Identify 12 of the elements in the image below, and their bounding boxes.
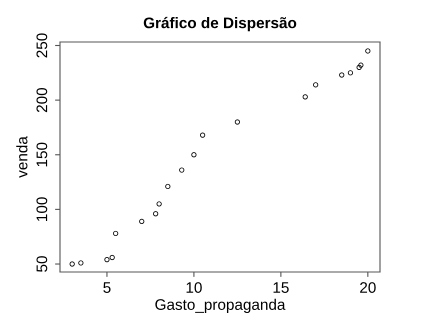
x-tick-label: 15	[274, 282, 289, 293]
y-axis-title: venda	[16, 136, 28, 178]
x-axis-title: Gasto_propaganda	[155, 298, 286, 313]
y-tick-label: 200	[36, 88, 48, 112]
y-tick-label: 250	[36, 33, 48, 58]
y-tick-label: 50	[36, 256, 48, 272]
chart-title: Gráfico de Dispersão	[144, 16, 296, 32]
x-tick-label: 10	[186, 282, 202, 293]
y-tick-label: 100	[36, 197, 48, 221]
x-tick-label: 20	[360, 282, 376, 293]
y-tick-label: 150	[36, 142, 48, 166]
x-tick-label: 5	[103, 282, 111, 293]
